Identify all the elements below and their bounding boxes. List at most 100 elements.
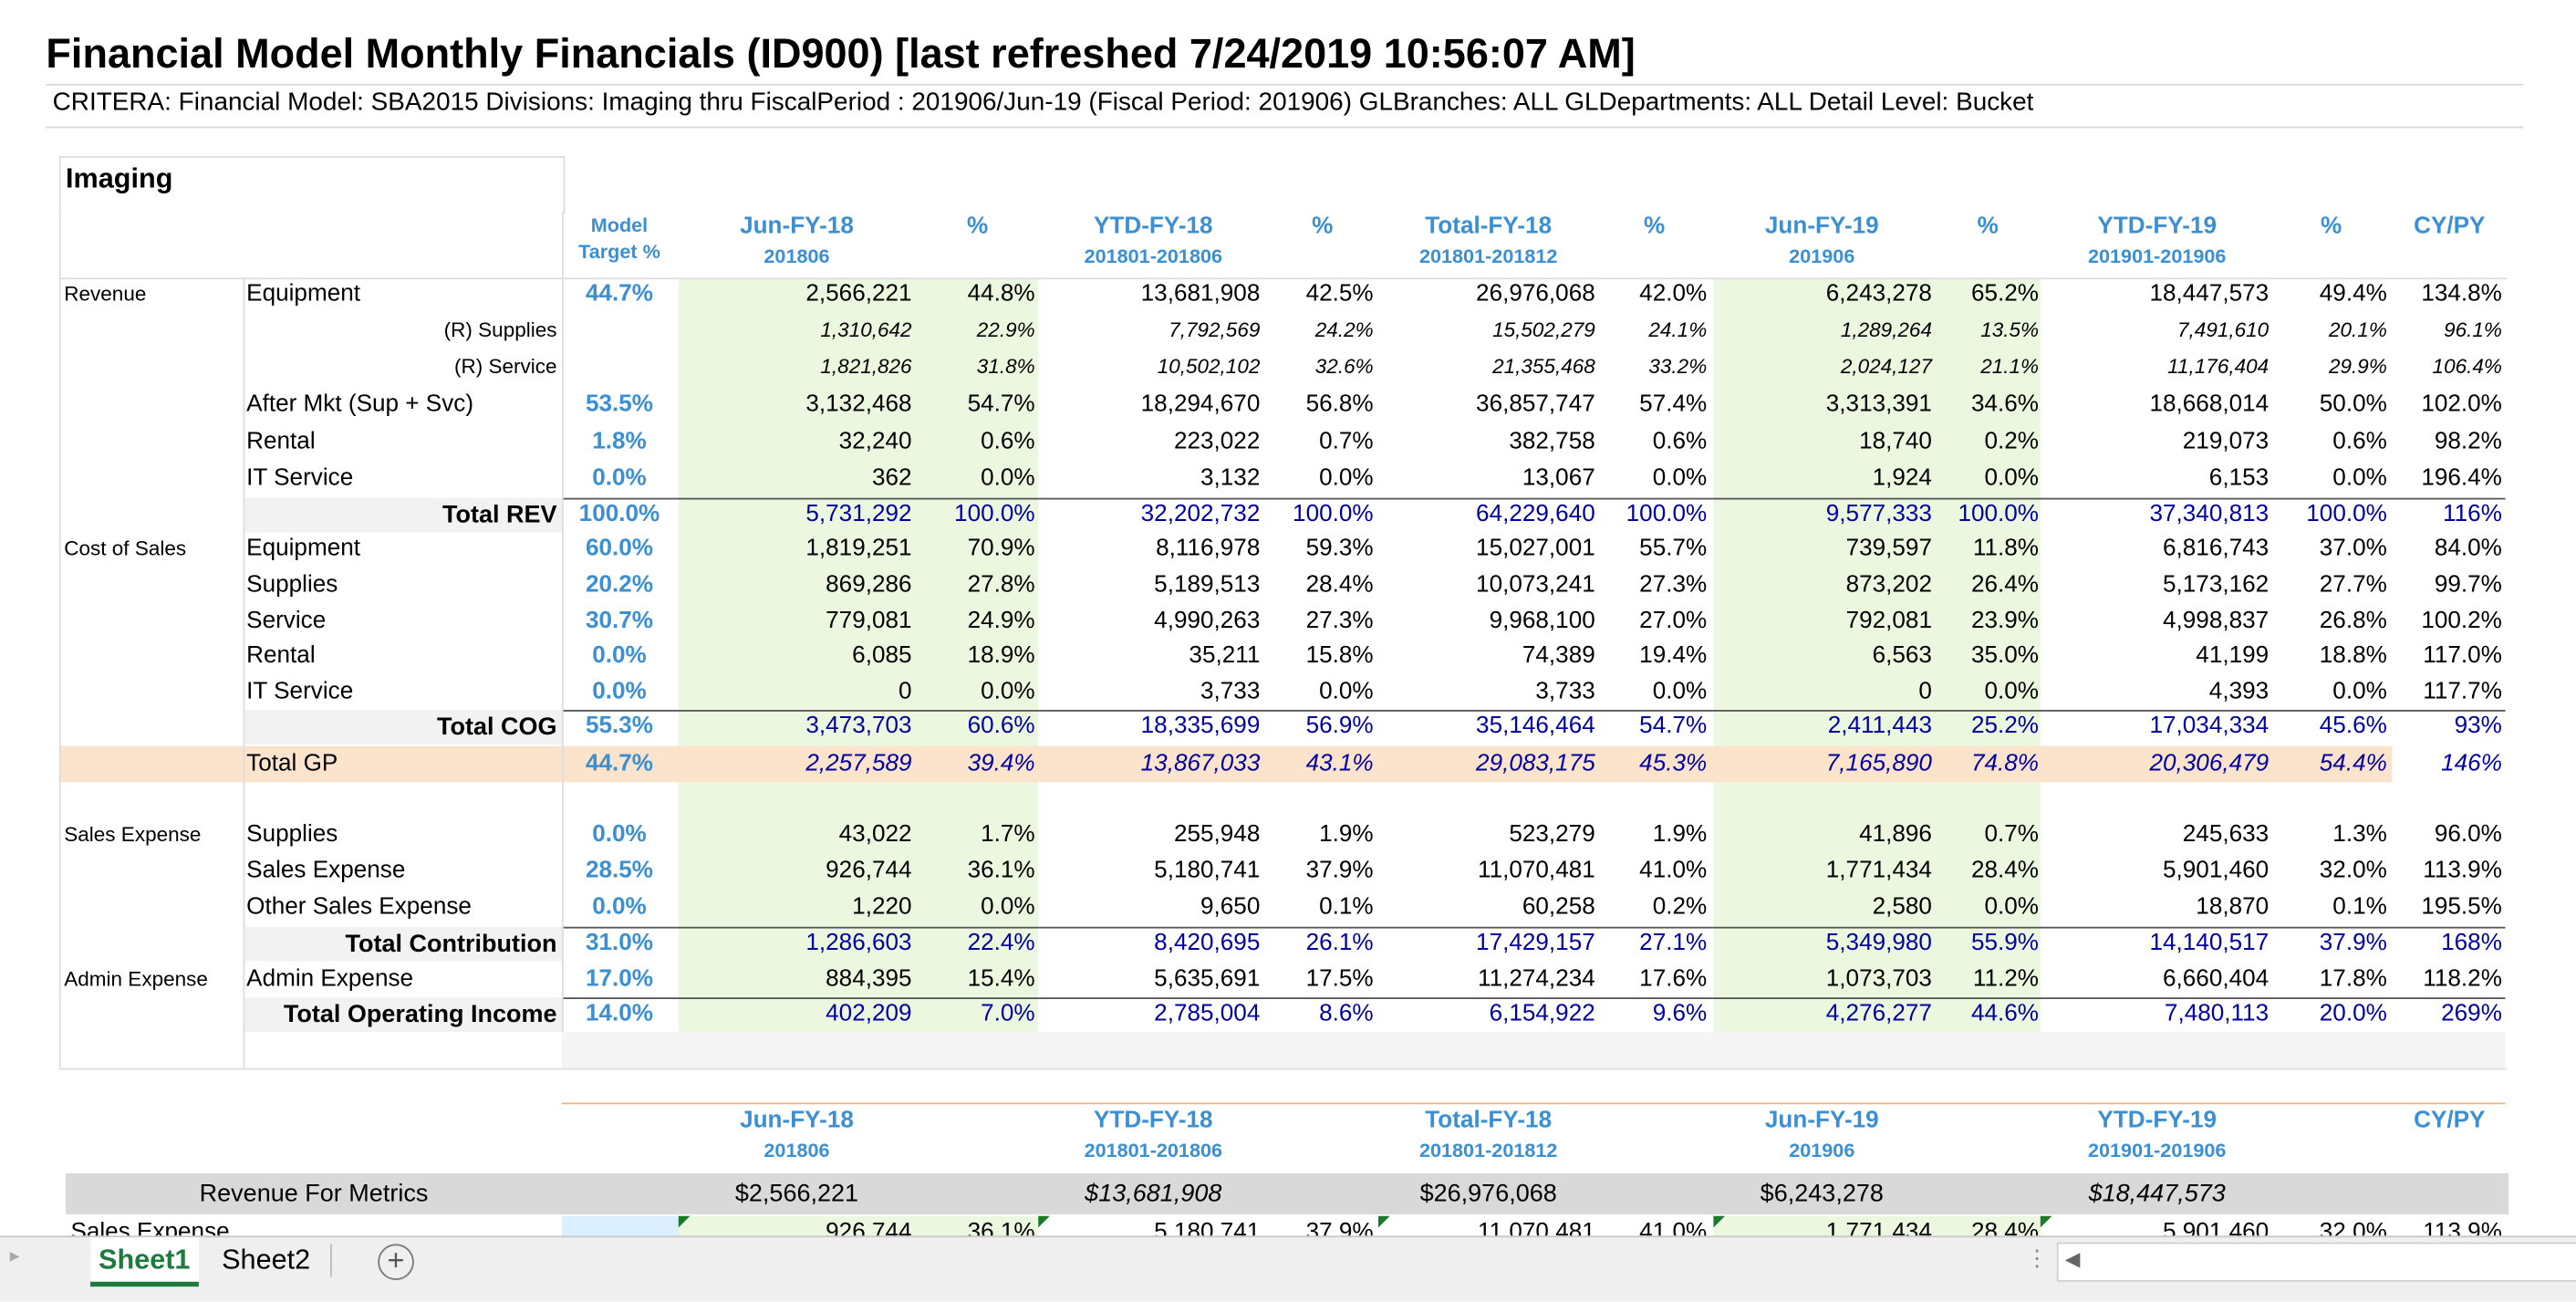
metrics-revenue-value[interactable]: $6,243,278 [1760, 1180, 1884, 1208]
row-value[interactable]: 0 [898, 678, 912, 705]
row-value[interactable]: 18,447,573 [2149, 280, 2270, 307]
metrics-partial-value[interactable]: 11,070,481 [1477, 1219, 1595, 1236]
row-value[interactable]: 1,819,251 [805, 536, 912, 562]
row-value[interactable]: 41,896 [1859, 821, 1932, 849]
more-options-icon[interactable]: ⋮ [2025, 1244, 2049, 1271]
row-value[interactable]: 56.8% [1305, 391, 1374, 418]
row-value[interactable]: 35.0% [1970, 642, 2040, 670]
row-value[interactable]: 56.9% [1305, 713, 1374, 740]
row-value[interactable]: 18,335,699 [1140, 713, 1261, 740]
row-value[interactable]: 1,771,434 [1825, 858, 1932, 884]
row-value[interactable]: 41,199 [2196, 642, 2270, 670]
row-value[interactable]: 0.0% [1984, 893, 2040, 921]
row-value[interactable]: 13,681,908 [1140, 280, 1261, 307]
row-value[interactable]: 0.0% [1319, 678, 1374, 705]
row-value[interactable]: 9,650 [1200, 893, 1261, 921]
row-value[interactable]: 28.4% [1970, 858, 2040, 884]
row-value[interactable]: 195.5% [2421, 893, 2502, 921]
row-value[interactable]: 29.9% [2329, 355, 2387, 379]
row-value[interactable]: 100.0% [954, 501, 1035, 528]
row-value[interactable]: 70.9% [967, 536, 1035, 562]
metrics-revenue-value[interactable]: $13,681,908 [1085, 1180, 1222, 1208]
row-value[interactable]: 2,411,443 [1827, 713, 1932, 740]
metrics-revenue-value[interactable]: $18,447,573 [2088, 1180, 2226, 1208]
row-value[interactable]: 5,189,513 [1154, 571, 1261, 599]
row-value[interactable]: 3,733 [1535, 678, 1595, 705]
row-value[interactable]: 44.8% [967, 280, 1035, 307]
row-value[interactable]: 20.1% [2329, 318, 2387, 342]
row-value[interactable]: 926,744 [826, 858, 912, 884]
row-value[interactable]: 1,286,603 [805, 930, 912, 957]
row-value[interactable]: 9,968,100 [1489, 608, 1595, 635]
row-value[interactable]: 18,668,014 [2149, 391, 2270, 418]
row-value[interactable]: 24.2% [1314, 318, 1374, 342]
row-value[interactable]: 1,924 [1872, 464, 1932, 492]
row-value[interactable]: 93% [2454, 713, 2502, 740]
row-value[interactable]: 18,294,670 [1140, 391, 1261, 418]
row-value[interactable]: 116% [2443, 501, 2502, 528]
row-value[interactable]: 11,176,404 [2167, 355, 2270, 379]
metrics-partial-value[interactable]: 926,744 [826, 1219, 912, 1236]
row-value[interactable]: 100.0% [1626, 501, 1708, 528]
row-value[interactable]: 20,306,479 [2149, 751, 2270, 777]
metrics-partial-value[interactable]: 41.0% [1639, 1219, 1708, 1236]
row-value[interactable]: 7,480,113 [2164, 1000, 2270, 1027]
row-value[interactable]: 18.9% [967, 642, 1035, 670]
row-value[interactable]: 873,202 [1845, 571, 1932, 599]
row-value[interactable]: 3,132,468 [805, 391, 912, 418]
row-value[interactable]: 11.2% [1972, 965, 2040, 993]
row-value[interactable]: 32.0% [2319, 858, 2387, 884]
row-value[interactable]: 0.1% [1319, 893, 1374, 921]
row-value[interactable]: 1,310,642 [820, 318, 912, 342]
row-value[interactable]: 20.0% [2319, 1000, 2387, 1027]
row-value[interactable]: 5,180,741 [1154, 858, 1261, 884]
row-value[interactable]: 5,731,292 [805, 501, 912, 528]
row-value[interactable]: 43,022 [838, 821, 912, 849]
horizontal-scrollbar[interactable]: ◀ [2056, 1242, 2576, 1282]
row-value[interactable]: 27.8% [967, 571, 1035, 599]
metrics-partial-value[interactable]: 37.9% [1305, 1219, 1374, 1236]
row-value[interactable]: 106.4% [2432, 355, 2502, 379]
row-value[interactable]: 54.4% [2319, 751, 2387, 777]
row-value[interactable]: 35,146,464 [1476, 713, 1595, 740]
row-value[interactable]: 24.1% [1648, 318, 1708, 342]
row-value[interactable]: 3,733 [1200, 678, 1261, 705]
row-value[interactable]: 739,597 [1845, 536, 1932, 562]
row-value[interactable]: 196.4% [2421, 464, 2502, 492]
row-value[interactable]: 18,870 [2196, 893, 2270, 921]
row-value[interactable]: 0.6% [2332, 429, 2387, 455]
row-value[interactable]: 13.5% [1980, 318, 2040, 342]
row-value[interactable]: 0.0% [1652, 678, 1708, 705]
row-value[interactable]: 245,633 [2182, 821, 2270, 849]
row-value[interactable]: 17,034,334 [2149, 713, 2270, 740]
row-value[interactable]: 96.0% [2434, 821, 2502, 849]
row-value[interactable]: 28.4% [1305, 571, 1374, 599]
row-value[interactable]: 32,240 [838, 429, 912, 455]
row-value[interactable]: 26.4% [1970, 571, 2040, 599]
row-value[interactable]: 7,491,610 [2177, 318, 2270, 342]
row-value[interactable]: 13,867,033 [1140, 751, 1261, 777]
row-value[interactable]: 15.8% [1305, 642, 1374, 670]
row-value[interactable]: 117.0% [2423, 642, 2502, 670]
row-value[interactable]: 0.0% [1652, 464, 1708, 492]
row-value[interactable]: 11,070,481 [1477, 858, 1595, 884]
metrics-revenue-value[interactable]: $26,976,068 [1419, 1180, 1557, 1208]
row-value[interactable]: 11,274,234 [1477, 965, 1595, 993]
row-value[interactable]: 146% [2441, 751, 2502, 777]
row-value[interactable]: 4,276,277 [1825, 1000, 1932, 1027]
row-value[interactable]: 7,165,890 [1825, 751, 1932, 777]
row-value[interactable]: 35,211 [1189, 642, 1261, 670]
row-value[interactable]: 19.4% [1639, 642, 1708, 670]
row-value[interactable]: 31.8% [976, 355, 1035, 379]
row-value[interactable]: 22.4% [967, 930, 1035, 957]
row-value[interactable]: 0 [1918, 678, 1932, 705]
row-value[interactable]: 74.8% [1970, 751, 2040, 777]
row-value[interactable]: 98.2% [2434, 429, 2502, 455]
row-value[interactable]: 5,635,691 [1154, 965, 1261, 993]
row-value[interactable]: 100.2% [2421, 608, 2502, 635]
row-value[interactable]: 42.0% [1639, 280, 1708, 307]
row-value[interactable]: 402,209 [826, 1000, 912, 1027]
row-value[interactable]: 269% [2441, 1000, 2502, 1027]
metrics-partial-value[interactable]: 5,901,460 [2162, 1219, 2270, 1236]
row-value[interactable]: 84.0% [2434, 536, 2502, 562]
